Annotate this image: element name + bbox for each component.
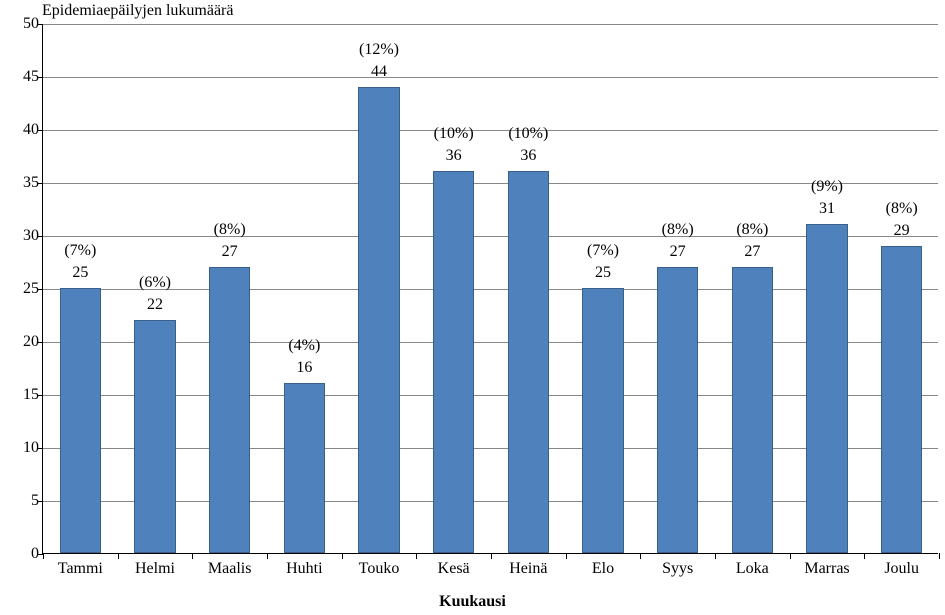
y-tick-label: 45	[5, 68, 39, 86]
bar	[433, 171, 474, 553]
x-tick-label: Huhti	[286, 560, 322, 578]
bar-value-label: 36	[419, 147, 489, 165]
y-tick-label: 30	[5, 227, 39, 245]
x-tick-label: Touko	[359, 560, 400, 578]
y-tick-label: 5	[5, 492, 39, 510]
bar	[60, 288, 101, 553]
y-tick-label: 35	[5, 174, 39, 192]
grid-line	[43, 24, 938, 25]
x-tick-label: Heinä	[509, 560, 547, 578]
x-tick	[342, 553, 343, 559]
bar-value-label: 27	[195, 243, 265, 261]
x-tick-label: Elo	[592, 560, 614, 578]
bar-percent-label: (10%)	[419, 125, 489, 143]
x-tick	[118, 553, 119, 559]
x-tick	[566, 553, 567, 559]
x-tick-label: Tammi	[58, 560, 103, 578]
bar-value-label: 27	[643, 243, 713, 261]
y-tick-label: 15	[5, 386, 39, 404]
bar-percent-label: (8%)	[195, 221, 265, 239]
x-tick-label: Joulu	[884, 560, 919, 578]
bar-value-label: 27	[717, 243, 787, 261]
x-tick-label: Helmi	[135, 560, 175, 578]
x-tick	[491, 553, 492, 559]
bar-percent-label: (10%)	[493, 125, 563, 143]
chart-container: Epidemiaepäilyjen lukumäärä 25 (7%) Tammi 2…	[0, 0, 945, 615]
y-tick-label: 20	[5, 333, 39, 351]
grid-line	[43, 342, 938, 343]
x-axis-title: Kuukausi	[0, 593, 945, 611]
x-tick	[939, 553, 940, 559]
bar	[657, 267, 698, 553]
bar-value-label: 29	[867, 222, 937, 240]
x-tick	[640, 553, 641, 559]
x-tick	[43, 553, 44, 559]
bar-value-label: 16	[269, 359, 339, 377]
grid-line	[43, 130, 938, 131]
bar-value-label: 31	[792, 200, 862, 218]
x-tick	[864, 553, 865, 559]
bar-percent-label: (9%)	[792, 178, 862, 196]
bar-percent-label: (6%)	[120, 274, 190, 292]
bar-value-label: 36	[493, 147, 563, 165]
plot-area: 25(7%)Tammi22(6%)Helmi27(8%)Maalis16(4%)…	[42, 24, 938, 554]
x-tick-label: Syys	[662, 560, 693, 578]
bar-percent-label: (7%)	[568, 242, 638, 260]
bar	[358, 87, 399, 553]
x-tick-label: Loka	[736, 560, 769, 578]
bar-percent-label: (8%)	[643, 221, 713, 239]
bar	[134, 320, 175, 553]
x-tick	[790, 553, 791, 559]
y-tick-label: 25	[5, 280, 39, 298]
bar-percent-label: (8%)	[867, 200, 937, 218]
x-tick	[192, 553, 193, 559]
y-tick-label: 10	[5, 439, 39, 457]
grid-line	[43, 501, 938, 502]
bar-percent-label: (8%)	[717, 221, 787, 239]
y-tick-label: 50	[5, 15, 39, 33]
bar	[582, 288, 623, 553]
bar	[806, 224, 847, 553]
bar	[732, 267, 773, 553]
grid-line	[43, 395, 938, 396]
y-axis-title: Epidemiaepäilyjen lukumäärä	[42, 2, 233, 20]
grid-line	[43, 77, 938, 78]
x-tick	[715, 553, 716, 559]
bar	[209, 267, 250, 553]
y-tick-label: 40	[5, 121, 39, 139]
bar	[284, 383, 325, 553]
x-tick-label: Marras	[804, 560, 849, 578]
bar	[881, 246, 922, 553]
bar-value-label: 44	[344, 63, 414, 81]
bar-value-label: 22	[120, 296, 190, 314]
bar-percent-label: (12%)	[344, 41, 414, 59]
bar-value-label: 25	[568, 264, 638, 282]
x-tick-label: Maalis	[208, 560, 252, 578]
x-tick	[416, 553, 417, 559]
bar	[508, 171, 549, 553]
grid-line	[43, 236, 938, 237]
x-tick	[267, 553, 268, 559]
grid-line	[43, 448, 938, 449]
bar-percent-label: (4%)	[269, 337, 339, 355]
bar-percent-label: (7%)	[45, 242, 115, 260]
bar-value-label: 25	[45, 264, 115, 282]
y-tick-label: 0	[5, 545, 39, 563]
x-tick-label: Kesä	[438, 560, 470, 578]
